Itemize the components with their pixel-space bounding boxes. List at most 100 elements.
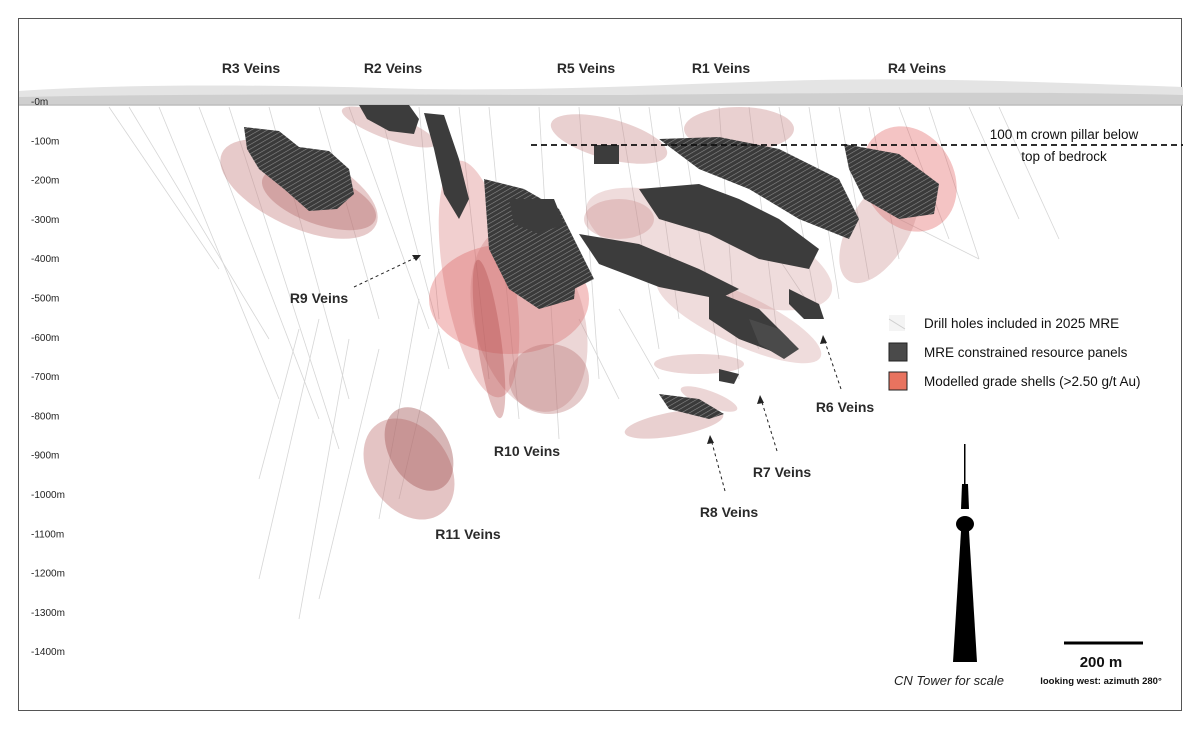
arrow-heads bbox=[412, 255, 827, 444]
resource-panel bbox=[659, 137, 859, 239]
depth-label: -1000m bbox=[31, 490, 65, 501]
topography-surface bbox=[19, 79, 1183, 106]
grade-shell bbox=[680, 386, 738, 412]
drill-hole-trace bbox=[158, 106, 280, 400]
legend-swatch-panels bbox=[888, 342, 908, 362]
drill-hole-trace bbox=[998, 106, 1060, 240]
arrow-r6 bbox=[823, 338, 842, 390]
drill-hole-trace bbox=[198, 106, 320, 420]
arrow-head bbox=[412, 255, 421, 261]
depth-label: -300m bbox=[31, 215, 59, 226]
resource-panel bbox=[719, 369, 739, 384]
drill-hole-trace bbox=[228, 106, 340, 450]
tower-skypod bbox=[962, 484, 968, 490]
drill-hole-trace bbox=[128, 106, 270, 340]
crown-pillar-label-1: 100 m crown pillar below bbox=[990, 127, 1139, 142]
drill-hole-trace bbox=[838, 106, 870, 280]
vein-label-r10: R10 Veins bbox=[494, 443, 560, 459]
orientation-note: looking west: azimuth 280° bbox=[1040, 676, 1162, 687]
resource-panel bbox=[789, 289, 824, 319]
depth-label: -0m bbox=[31, 97, 48, 108]
depth-label: -900m bbox=[31, 451, 59, 462]
arrow-r8 bbox=[710, 438, 726, 492]
depth-label: -100m bbox=[31, 136, 59, 147]
vein-label-r7: R7 Veins bbox=[753, 464, 812, 480]
cn-tower-icon bbox=[953, 444, 977, 662]
depth-label: -1200m bbox=[31, 569, 65, 580]
resource-panels bbox=[244, 105, 939, 419]
drill-hole-trace bbox=[348, 106, 430, 330]
arrow-r9 bbox=[353, 256, 418, 288]
grade-shell bbox=[509, 344, 589, 414]
figure-frame: 100 m crown pillar below top of bedrock … bbox=[18, 18, 1183, 711]
grade-shell bbox=[472, 259, 506, 419]
grade-shell bbox=[624, 409, 724, 439]
resource-panel bbox=[579, 234, 739, 299]
tower-caption: CN Tower for scale bbox=[894, 673, 1004, 688]
resource-panel bbox=[519, 239, 594, 289]
depth-label: -700m bbox=[31, 372, 59, 383]
legend-drill-line bbox=[888, 318, 906, 330]
drill-hole-trace bbox=[968, 106, 1020, 220]
drill-hole-trace bbox=[298, 338, 350, 620]
vein-label-r11: R11 Veins bbox=[435, 526, 501, 542]
legend-label-panels: MRE constrained resource panels bbox=[924, 345, 1128, 360]
vein-label-r2: R2 Veins bbox=[364, 60, 423, 76]
drill-hole-trace bbox=[928, 106, 980, 260]
tower-antenna bbox=[964, 444, 966, 484]
long-section-diagram: 100 m crown pillar below top of bedrock … bbox=[19, 60, 1183, 688]
drill-hole-trace bbox=[378, 106, 450, 370]
drill-hole-trace bbox=[258, 328, 300, 480]
legend-label-drill-holes: Drill holes included in 2025 MRE bbox=[924, 316, 1119, 331]
arrow-r7 bbox=[760, 398, 778, 452]
drill-hole-trace bbox=[618, 106, 660, 350]
grade-shell bbox=[584, 199, 654, 239]
drill-hole-trace bbox=[108, 106, 220, 270]
grade-shell bbox=[363, 418, 455, 520]
arrow-head bbox=[707, 435, 714, 444]
crown-pillar-label-2: top of bedrock bbox=[1021, 149, 1107, 164]
depth-label: -500m bbox=[31, 294, 59, 305]
resource-panel bbox=[844, 144, 939, 219]
vein-arrows bbox=[353, 256, 842, 492]
resource-panel bbox=[639, 184, 819, 269]
legend-swatch-drill-holes bbox=[889, 315, 905, 331]
drill-hole-trace bbox=[578, 318, 620, 400]
legend-swatch-grade-shells bbox=[888, 371, 908, 391]
drill-hole-trace bbox=[898, 218, 980, 260]
vein-label-r9: R9 Veins bbox=[290, 290, 349, 306]
vein-label-r3: R3 Veins bbox=[222, 60, 281, 76]
grade-shell bbox=[654, 354, 744, 374]
resource-panel bbox=[359, 105, 419, 134]
drill-hole-trace bbox=[618, 308, 660, 380]
depth-label: -1300m bbox=[31, 608, 65, 619]
scale-bar-label: 200 m bbox=[1080, 654, 1123, 671]
resource-panel bbox=[594, 145, 619, 164]
vein-label-r5: R5 Veins bbox=[557, 60, 616, 76]
legend: Drill holes included in 2025 MRE MRE con… bbox=[888, 315, 1141, 391]
depth-label: -400m bbox=[31, 254, 59, 265]
grade-shell bbox=[550, 114, 668, 164]
resource-panel bbox=[424, 113, 469, 219]
drill-hole-trace bbox=[458, 106, 490, 380]
drill-hole-trace bbox=[318, 348, 380, 600]
depth-axis: -0m -100m -200m -300m -400m -500m -600m -700m -8… bbox=[31, 97, 65, 658]
tower-upper-shaft bbox=[961, 484, 969, 509]
drill-hole-trace bbox=[418, 106, 440, 320]
vein-label-r1: R1 Veins bbox=[692, 60, 751, 76]
grade-shell bbox=[384, 407, 454, 491]
resource-panel bbox=[749, 319, 799, 359]
vein-label-r4: R4 Veins bbox=[888, 60, 947, 76]
drill-hole-trace bbox=[258, 318, 320, 580]
resource-panel bbox=[244, 127, 354, 211]
depth-label: -1400m bbox=[31, 647, 65, 658]
arrow-head bbox=[820, 335, 827, 344]
grade-shell bbox=[585, 187, 833, 311]
resource-panel bbox=[659, 394, 724, 419]
arrow-head bbox=[757, 395, 764, 404]
depth-label: -600m bbox=[31, 333, 59, 344]
depth-label: -800m bbox=[31, 411, 59, 422]
vein-label-r6: R6 Veins bbox=[816, 399, 875, 415]
drill-hole-trace bbox=[318, 106, 380, 320]
legend-label-grade-shells: Modelled grade shells (>2.50 g/t Au) bbox=[924, 374, 1141, 389]
